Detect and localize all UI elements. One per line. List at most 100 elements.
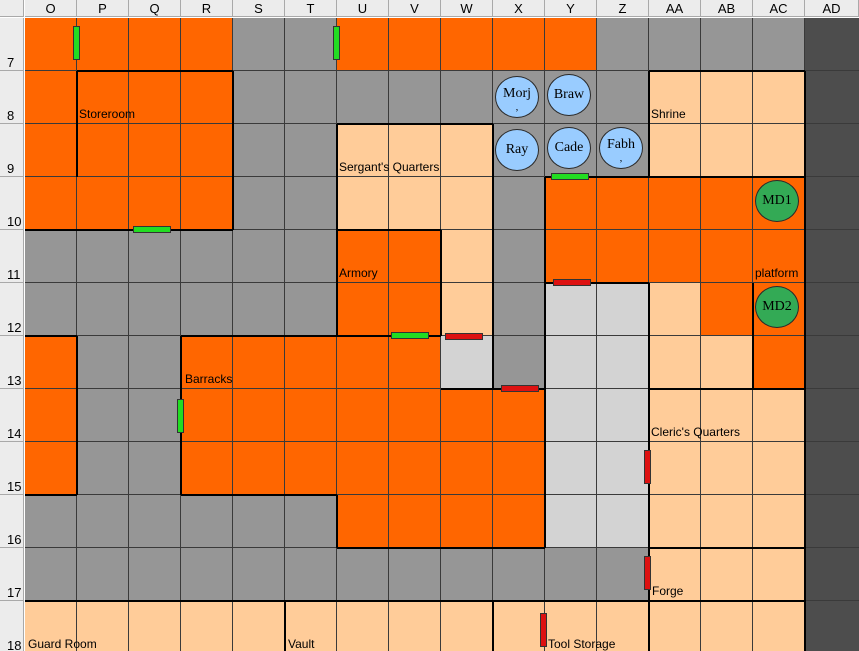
grid-cell[interactable]: [181, 389, 233, 442]
grid-cell[interactable]: [25, 601, 77, 651]
locked-door-marker[interactable]: [644, 450, 651, 484]
grid-cell[interactable]: [337, 601, 389, 651]
grid-cell[interactable]: [649, 389, 701, 442]
open-door-marker[interactable]: [133, 226, 171, 233]
grid-cell[interactable]: [181, 442, 233, 495]
grid-cell[interactable]: [805, 230, 859, 283]
grid-cell[interactable]: [233, 230, 285, 283]
grid-cell[interactable]: [597, 495, 649, 548]
grid-cell[interactable]: [441, 230, 493, 283]
token-fabh[interactable]: Fabh,: [599, 127, 643, 169]
grid-cell[interactable]: [597, 389, 649, 442]
grid-cell[interactable]: [649, 124, 701, 177]
grid-cell[interactable]: [649, 601, 701, 651]
grid-cell[interactable]: [597, 336, 649, 389]
grid-cell[interactable]: [233, 548, 285, 601]
token-morj[interactable]: Morj,: [495, 76, 539, 118]
grid-cell[interactable]: [545, 442, 597, 495]
grid-cell[interactable]: [25, 442, 77, 495]
grid-cell[interactable]: [25, 389, 77, 442]
column-header-ad[interactable]: AD: [805, 0, 859, 17]
column-header-ab[interactable]: AB: [701, 0, 753, 17]
grid-cell[interactable]: [77, 495, 129, 548]
grid-cell[interactable]: [545, 336, 597, 389]
grid-cell[interactable]: [337, 495, 389, 548]
grid-cell[interactable]: [389, 548, 441, 601]
grid-cell[interactable]: [181, 548, 233, 601]
grid-cell[interactable]: [441, 495, 493, 548]
grid-cell[interactable]: [493, 336, 545, 389]
grid-cell[interactable]: [285, 442, 337, 495]
locked-door-marker[interactable]: [644, 556, 651, 590]
column-header-r[interactable]: R: [181, 0, 233, 17]
grid-cell[interactable]: [77, 124, 129, 177]
grid-cell[interactable]: [129, 336, 181, 389]
grid-cell[interactable]: [129, 601, 181, 651]
grid-cell[interactable]: [233, 18, 285, 71]
grid-cell[interactable]: [753, 389, 805, 442]
grid-cell[interactable]: [493, 601, 545, 651]
grid-cell[interactable]: [25, 283, 77, 336]
grid-cell[interactable]: [77, 18, 129, 71]
grid-cell[interactable]: [337, 124, 389, 177]
grid-cell[interactable]: [233, 495, 285, 548]
grid-cell[interactable]: [181, 601, 233, 651]
grid-cell[interactable]: [441, 548, 493, 601]
column-header-t[interactable]: T: [285, 0, 337, 17]
grid-cell[interactable]: [701, 283, 753, 336]
grid-cell[interactable]: [441, 442, 493, 495]
grid-cell[interactable]: [389, 389, 441, 442]
locked-door-marker[interactable]: [553, 279, 591, 286]
grid-cell[interactable]: [285, 495, 337, 548]
grid-cell[interactable]: [389, 177, 441, 230]
grid-cell[interactable]: [285, 124, 337, 177]
grid-cell[interactable]: [545, 230, 597, 283]
column-header-z[interactable]: Z: [597, 0, 649, 17]
grid-cell[interactable]: [233, 71, 285, 124]
grid-cell[interactable]: [701, 495, 753, 548]
grid-cell[interactable]: [285, 177, 337, 230]
grid-cell[interactable]: [25, 18, 77, 71]
open-door-marker[interactable]: [333, 26, 340, 60]
grid-cell[interactable]: [129, 177, 181, 230]
grid-cell[interactable]: [25, 495, 77, 548]
grid-cell[interactable]: [441, 71, 493, 124]
column-header-p[interactable]: P: [77, 0, 129, 17]
grid-cell[interactable]: [129, 124, 181, 177]
token-md2[interactable]: MD2: [755, 286, 799, 328]
grid-cell[interactable]: [285, 336, 337, 389]
grid-cell[interactable]: [285, 230, 337, 283]
grid-cell[interactable]: [233, 336, 285, 389]
grid-cell[interactable]: [597, 283, 649, 336]
grid-cell[interactable]: [129, 442, 181, 495]
grid-cell[interactable]: [649, 336, 701, 389]
grid-cell[interactable]: [233, 601, 285, 651]
grid-cell[interactable]: [805, 548, 859, 601]
row-header-12[interactable]: 12: [0, 283, 24, 336]
grid-cell[interactable]: [337, 177, 389, 230]
grid-cell[interactable]: [337, 336, 389, 389]
grid-cell[interactable]: [389, 124, 441, 177]
grid-cell[interactable]: [545, 18, 597, 71]
grid-cell[interactable]: [233, 124, 285, 177]
grid-cell[interactable]: [753, 548, 805, 601]
grid-cell[interactable]: [753, 71, 805, 124]
grid-cell[interactable]: [389, 601, 441, 651]
grid-cell[interactable]: [25, 230, 77, 283]
grid-cell[interactable]: [493, 18, 545, 71]
grid-cell[interactable]: [337, 389, 389, 442]
column-header-x[interactable]: X: [493, 0, 545, 17]
grid-cell[interactable]: [493, 389, 545, 442]
grid-cell[interactable]: [753, 124, 805, 177]
column-header-o[interactable]: O: [25, 0, 77, 17]
grid-cell[interactable]: [649, 548, 701, 601]
grid-cell[interactable]: [25, 177, 77, 230]
grid-cell[interactable]: [337, 442, 389, 495]
grid-cell[interactable]: [753, 495, 805, 548]
column-header-ac[interactable]: AC: [753, 0, 805, 17]
grid-cell[interactable]: [805, 283, 859, 336]
grid-cell[interactable]: [649, 283, 701, 336]
grid-cell[interactable]: [597, 548, 649, 601]
grid-cell[interactable]: [181, 495, 233, 548]
grid-cell[interactable]: [25, 124, 77, 177]
